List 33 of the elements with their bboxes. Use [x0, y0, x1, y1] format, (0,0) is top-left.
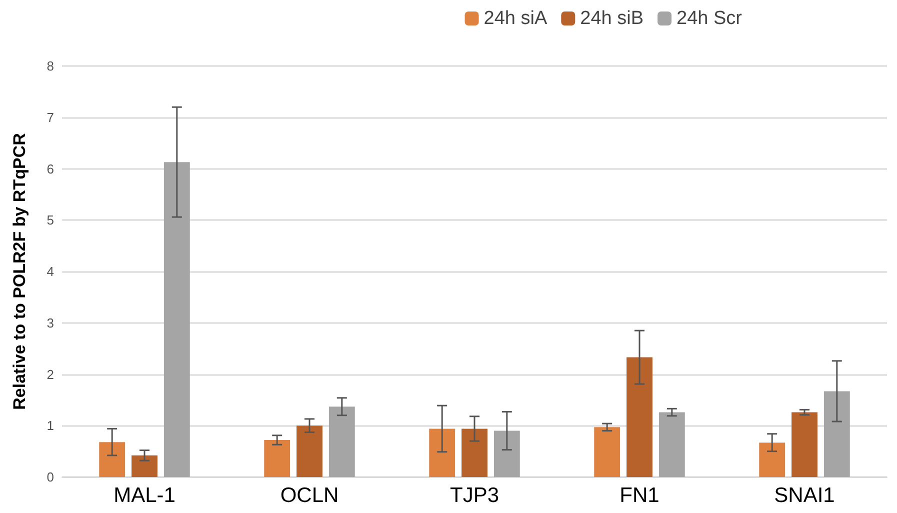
y-tick-label: 0	[46, 470, 54, 484]
x-tick-label: TJP3	[450, 484, 500, 507]
legend-label: 24h Scr	[676, 8, 743, 29]
x-tick-label: MAL-1	[114, 484, 176, 507]
y-tick-label: 6	[46, 161, 54, 176]
x-tick-label: OCLN	[280, 484, 339, 507]
x-tick-label: FN1	[620, 484, 660, 507]
y-tick-label: 8	[46, 58, 54, 74]
bar	[462, 428, 488, 477]
y-tick-label: 3	[46, 315, 54, 330]
bar	[494, 430, 520, 477]
bar	[164, 162, 190, 477]
bar	[759, 442, 786, 477]
bar	[328, 406, 355, 477]
y-tick-label: 7	[46, 110, 54, 125]
x-tick-label: SNAI1	[774, 484, 835, 507]
bar	[594, 427, 620, 477]
y-tick-label: 5	[46, 212, 54, 228]
bar	[132, 455, 158, 477]
y-tick-label: 4	[46, 264, 54, 279]
y-tick-label: 1	[46, 418, 54, 434]
bar	[296, 426, 322, 477]
bar	[99, 442, 126, 477]
bar	[626, 357, 652, 477]
y-tick-label: 2	[46, 366, 54, 382]
legend-label: 24h siB	[580, 8, 644, 29]
bar	[658, 412, 685, 477]
y-axis-title: Relative to to POLR2F by RTqPCR	[10, 133, 29, 410]
legend-label: 24h siA	[484, 8, 548, 29]
bar	[264, 440, 290, 477]
bar	[429, 428, 456, 477]
bar	[792, 412, 818, 477]
bar	[824, 391, 850, 477]
